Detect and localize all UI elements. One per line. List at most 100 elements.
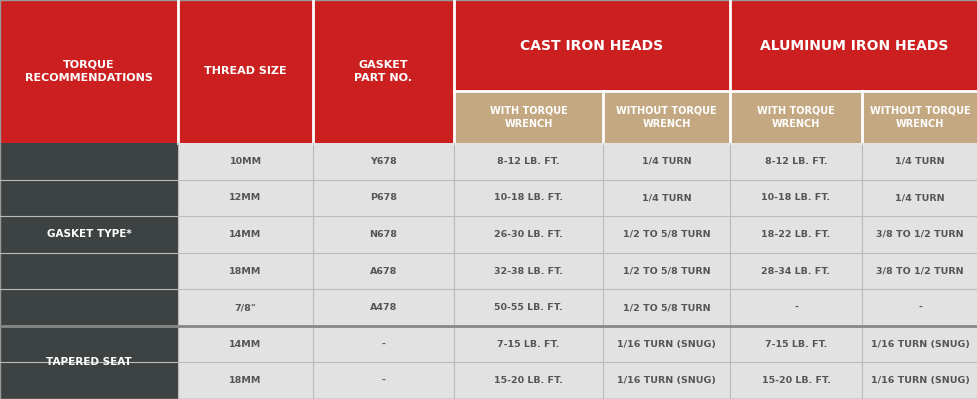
Text: 26-30 LB. FT.: 26-30 LB. FT.	[493, 230, 563, 239]
Text: GASKET
PART NO.: GASKET PART NO.	[354, 60, 412, 83]
Bar	[0, 362, 178, 399]
Bar	[603, 289, 729, 326]
Bar	[861, 216, 977, 253]
Bar	[861, 91, 977, 143]
Text: 1/16 TURN (SNUG): 1/16 TURN (SNUG)	[616, 340, 715, 349]
Text: 18-22 LB. FT.: 18-22 LB. FT.	[761, 230, 829, 239]
Bar	[178, 143, 313, 180]
Bar	[729, 289, 861, 326]
Bar	[313, 289, 453, 326]
Text: -: -	[917, 303, 921, 312]
Text: 1/4 TURN: 1/4 TURN	[641, 194, 691, 202]
Text: 1/16 TURN (SNUG): 1/16 TURN (SNUG)	[870, 340, 968, 349]
Text: 1/4 TURN: 1/4 TURN	[894, 157, 944, 166]
Text: 15-20 LB. FT.: 15-20 LB. FT.	[493, 376, 563, 385]
Text: 15-20 LB. FT.: 15-20 LB. FT.	[761, 376, 829, 385]
Bar	[729, 326, 861, 362]
Text: -: -	[381, 376, 385, 385]
Bar	[729, 216, 861, 253]
Text: -: -	[793, 303, 797, 312]
Text: P678: P678	[369, 194, 397, 202]
Bar	[313, 0, 453, 143]
Bar	[453, 253, 603, 289]
Text: 1/2 TO 5/8 TURN: 1/2 TO 5/8 TURN	[622, 267, 709, 275]
Bar	[603, 143, 729, 180]
Bar	[453, 216, 603, 253]
Text: 7-15 LB. FT.: 7-15 LB. FT.	[764, 340, 827, 349]
Text: 3/8 TO 1/2 TURN: 3/8 TO 1/2 TURN	[875, 267, 962, 275]
Text: TORQUE
RECOMMENDATIONS: TORQUE RECOMMENDATIONS	[25, 60, 152, 83]
Text: CAST IRON HEADS: CAST IRON HEADS	[520, 38, 662, 53]
Bar	[729, 91, 861, 143]
Bar	[861, 180, 977, 216]
Text: 14MM: 14MM	[230, 230, 262, 239]
Text: 1/4 TURN: 1/4 TURN	[894, 194, 944, 202]
Bar	[453, 289, 603, 326]
Bar	[729, 253, 861, 289]
Bar	[178, 180, 313, 216]
Bar	[861, 362, 977, 399]
Bar	[178, 326, 313, 362]
Bar	[603, 326, 729, 362]
Bar	[313, 362, 453, 399]
Bar	[453, 362, 603, 399]
Bar	[313, 143, 453, 180]
Text: 1/16 TURN (SNUG): 1/16 TURN (SNUG)	[616, 376, 715, 385]
Text: 8-12 LB. FT.: 8-12 LB. FT.	[764, 157, 827, 166]
Bar	[603, 91, 729, 143]
Bar	[313, 180, 453, 216]
Bar	[313, 326, 453, 362]
Text: Y678: Y678	[369, 157, 397, 166]
Text: 1/16 TURN (SNUG): 1/16 TURN (SNUG)	[870, 376, 968, 385]
Text: 7/8": 7/8"	[234, 303, 256, 312]
Bar	[178, 216, 313, 253]
Bar	[0, 289, 178, 326]
Bar	[861, 326, 977, 362]
Text: WITH TORQUE
WRENCH: WITH TORQUE WRENCH	[756, 105, 834, 128]
Text: 10MM: 10MM	[230, 157, 261, 166]
Bar	[0, 180, 178, 216]
Bar	[0, 143, 178, 180]
Bar	[453, 180, 603, 216]
Bar	[603, 362, 729, 399]
Text: A478: A478	[369, 303, 397, 312]
Bar	[603, 216, 729, 253]
Text: 8-12 LB. FT.: 8-12 LB. FT.	[496, 157, 559, 166]
Text: 7-15 LB. FT.: 7-15 LB. FT.	[496, 340, 559, 349]
Bar	[178, 0, 313, 143]
Bar	[729, 0, 977, 91]
Text: 1/4 TURN: 1/4 TURN	[641, 157, 691, 166]
Text: WITHOUT TORQUE
WRENCH: WITHOUT TORQUE WRENCH	[616, 105, 716, 128]
Bar	[0, 216, 178, 253]
Bar	[729, 143, 861, 180]
Bar	[313, 216, 453, 253]
Text: WITHOUT TORQUE
WRENCH: WITHOUT TORQUE WRENCH	[869, 105, 969, 128]
Text: 10-18 LB. FT.: 10-18 LB. FT.	[761, 194, 829, 202]
Text: TAPERED SEAT: TAPERED SEAT	[46, 358, 132, 367]
Bar	[861, 253, 977, 289]
Text: GASKET TYPE*: GASKET TYPE*	[47, 229, 131, 239]
Text: 32-38 LB. FT.: 32-38 LB. FT.	[493, 267, 563, 275]
Text: 10-18 LB. FT.: 10-18 LB. FT.	[493, 194, 563, 202]
Bar	[729, 362, 861, 399]
Text: -: -	[381, 340, 385, 349]
Bar	[861, 143, 977, 180]
Bar	[453, 143, 603, 180]
Text: 28-34 LB. FT.: 28-34 LB. FT.	[761, 267, 829, 275]
Text: 12MM: 12MM	[230, 194, 262, 202]
Bar	[0, 253, 178, 289]
Bar	[603, 253, 729, 289]
Bar	[0, 326, 178, 362]
Bar	[0, 0, 178, 143]
Text: 18MM: 18MM	[229, 267, 262, 275]
Text: 3/8 TO 1/2 TURN: 3/8 TO 1/2 TURN	[875, 230, 962, 239]
Bar	[861, 289, 977, 326]
Text: 1/2 TO 5/8 TURN: 1/2 TO 5/8 TURN	[622, 230, 709, 239]
Bar	[729, 180, 861, 216]
Text: 50-55 LB. FT.: 50-55 LB. FT.	[493, 303, 562, 312]
Bar	[603, 180, 729, 216]
Bar	[178, 362, 313, 399]
Text: A678: A678	[369, 267, 397, 275]
Bar	[453, 0, 729, 91]
Text: N678: N678	[369, 230, 397, 239]
